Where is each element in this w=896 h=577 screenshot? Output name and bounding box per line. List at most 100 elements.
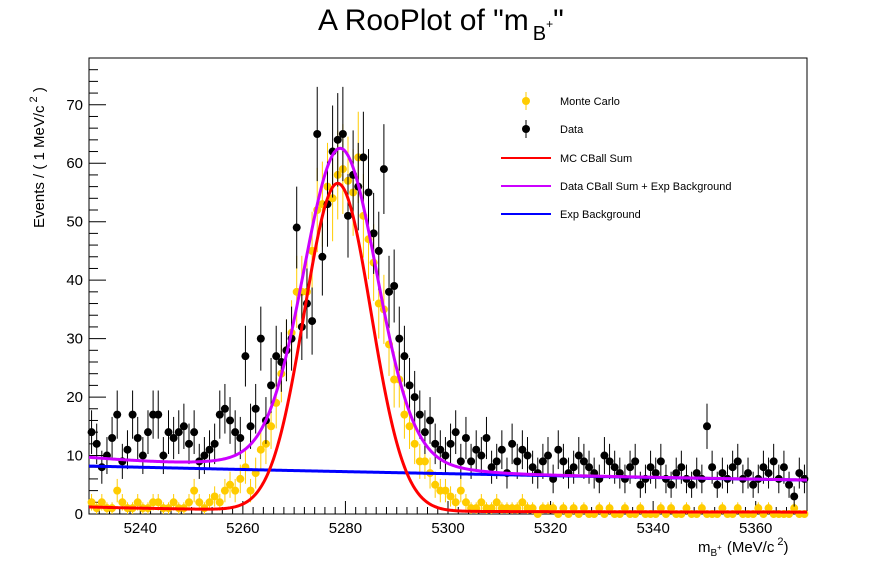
data-point xyxy=(733,443,742,479)
monte-carlo-point xyxy=(113,478,122,503)
plot-frame xyxy=(88,57,808,515)
data-point xyxy=(390,249,399,323)
data-marker xyxy=(610,463,619,472)
data-point xyxy=(508,423,517,465)
data-point xyxy=(210,423,219,465)
legend-item: Monte Carlo xyxy=(522,92,620,110)
data-point xyxy=(113,390,122,439)
data-point xyxy=(487,450,496,484)
monte-carlo-marker xyxy=(697,504,706,513)
data-marker xyxy=(210,439,219,448)
data-marker xyxy=(626,463,635,472)
monte-carlo-marker xyxy=(718,504,727,513)
monte-carlo-marker xyxy=(456,486,465,495)
data-marker xyxy=(159,451,168,460)
monte-carlo-point xyxy=(190,478,199,503)
data-point xyxy=(405,357,414,413)
chart-title-sup: + xyxy=(546,17,553,31)
monte-carlo-point xyxy=(477,494,486,511)
data-point xyxy=(544,437,553,475)
x-axis-title: mB+ (MeV/c 2) xyxy=(698,536,788,559)
data-marker xyxy=(574,451,583,460)
monte-carlo-marker xyxy=(246,486,255,495)
monte-carlo-marker xyxy=(549,504,558,513)
monte-carlo-marker xyxy=(236,474,245,483)
data-point xyxy=(241,325,250,387)
data-point xyxy=(395,306,404,371)
data-point xyxy=(528,450,537,484)
monte-carlo-marker xyxy=(451,498,460,507)
data-point xyxy=(318,217,327,296)
y-axis-title-main: Events / ( 1 MeV/c xyxy=(31,105,48,228)
data-marker xyxy=(667,480,676,489)
data-marker xyxy=(559,457,568,466)
monte-carlo-marker xyxy=(620,504,629,513)
data-marker xyxy=(728,463,737,472)
data-marker xyxy=(508,439,517,448)
data-marker xyxy=(749,480,758,489)
monte-carlo-marker xyxy=(220,486,229,495)
monte-carlo-marker xyxy=(169,498,178,507)
data-marker xyxy=(174,428,183,437)
data-point xyxy=(718,457,727,489)
monte-carlo-marker xyxy=(636,504,645,513)
data-marker xyxy=(226,416,235,425)
data-marker xyxy=(456,457,465,466)
data-marker xyxy=(538,457,547,466)
x-tick-label: 5340 xyxy=(636,520,669,537)
data-point xyxy=(651,457,660,489)
legend-item: Exp Background xyxy=(501,209,641,221)
monte-carlo-marker xyxy=(559,504,568,513)
data-point xyxy=(656,443,665,479)
data-point xyxy=(441,437,450,475)
data-marker xyxy=(241,352,250,361)
data-marker xyxy=(631,457,640,466)
data-marker xyxy=(318,252,327,261)
data-point xyxy=(179,403,188,449)
monte-carlo-marker xyxy=(87,498,96,507)
monte-carlo-point xyxy=(451,494,460,511)
data-marker xyxy=(200,451,209,460)
monte-carlo-marker xyxy=(195,498,204,507)
data-point xyxy=(764,457,773,489)
data-point xyxy=(713,471,722,498)
data-marker xyxy=(636,480,645,489)
x-axis-title-close: ) xyxy=(783,539,788,556)
data-marker xyxy=(600,451,609,460)
data-point xyxy=(385,255,394,328)
data-marker xyxy=(220,404,229,413)
data-marker xyxy=(513,457,522,466)
monte-carlo-marker xyxy=(579,504,588,513)
x-axis-title-units: (MeV/c xyxy=(727,539,775,556)
data-marker xyxy=(646,463,655,472)
data-fit-curve xyxy=(88,146,808,482)
monte-carlo-marker xyxy=(133,498,142,507)
data-marker xyxy=(251,404,260,413)
y-tick-label: 20 xyxy=(66,389,83,406)
data-marker xyxy=(487,463,496,472)
data-marker xyxy=(415,410,424,419)
y-axis-title-sup: 2 xyxy=(28,96,40,102)
data-point xyxy=(333,93,342,187)
monte-carlo-marker xyxy=(154,498,163,507)
data-marker xyxy=(677,463,686,472)
data-marker xyxy=(554,445,563,454)
data-marker xyxy=(528,463,537,472)
data-marker xyxy=(651,469,660,478)
data-marker xyxy=(256,334,265,343)
monte-carlo-marker xyxy=(477,498,486,507)
monte-carlo-marker xyxy=(733,504,742,513)
x-tick-label: 5360 xyxy=(739,520,772,537)
data-marker xyxy=(790,492,799,501)
data-point xyxy=(605,443,614,479)
monte-carlo-marker xyxy=(595,504,604,513)
data-point xyxy=(415,390,424,439)
monte-carlo-point xyxy=(220,478,229,503)
data-point xyxy=(702,403,711,449)
data-point xyxy=(400,325,409,387)
data-marker xyxy=(518,445,527,454)
monte-carlo-marker xyxy=(656,504,665,513)
data-point xyxy=(108,416,117,460)
data-marker xyxy=(410,393,419,402)
data-marker xyxy=(482,434,491,442)
